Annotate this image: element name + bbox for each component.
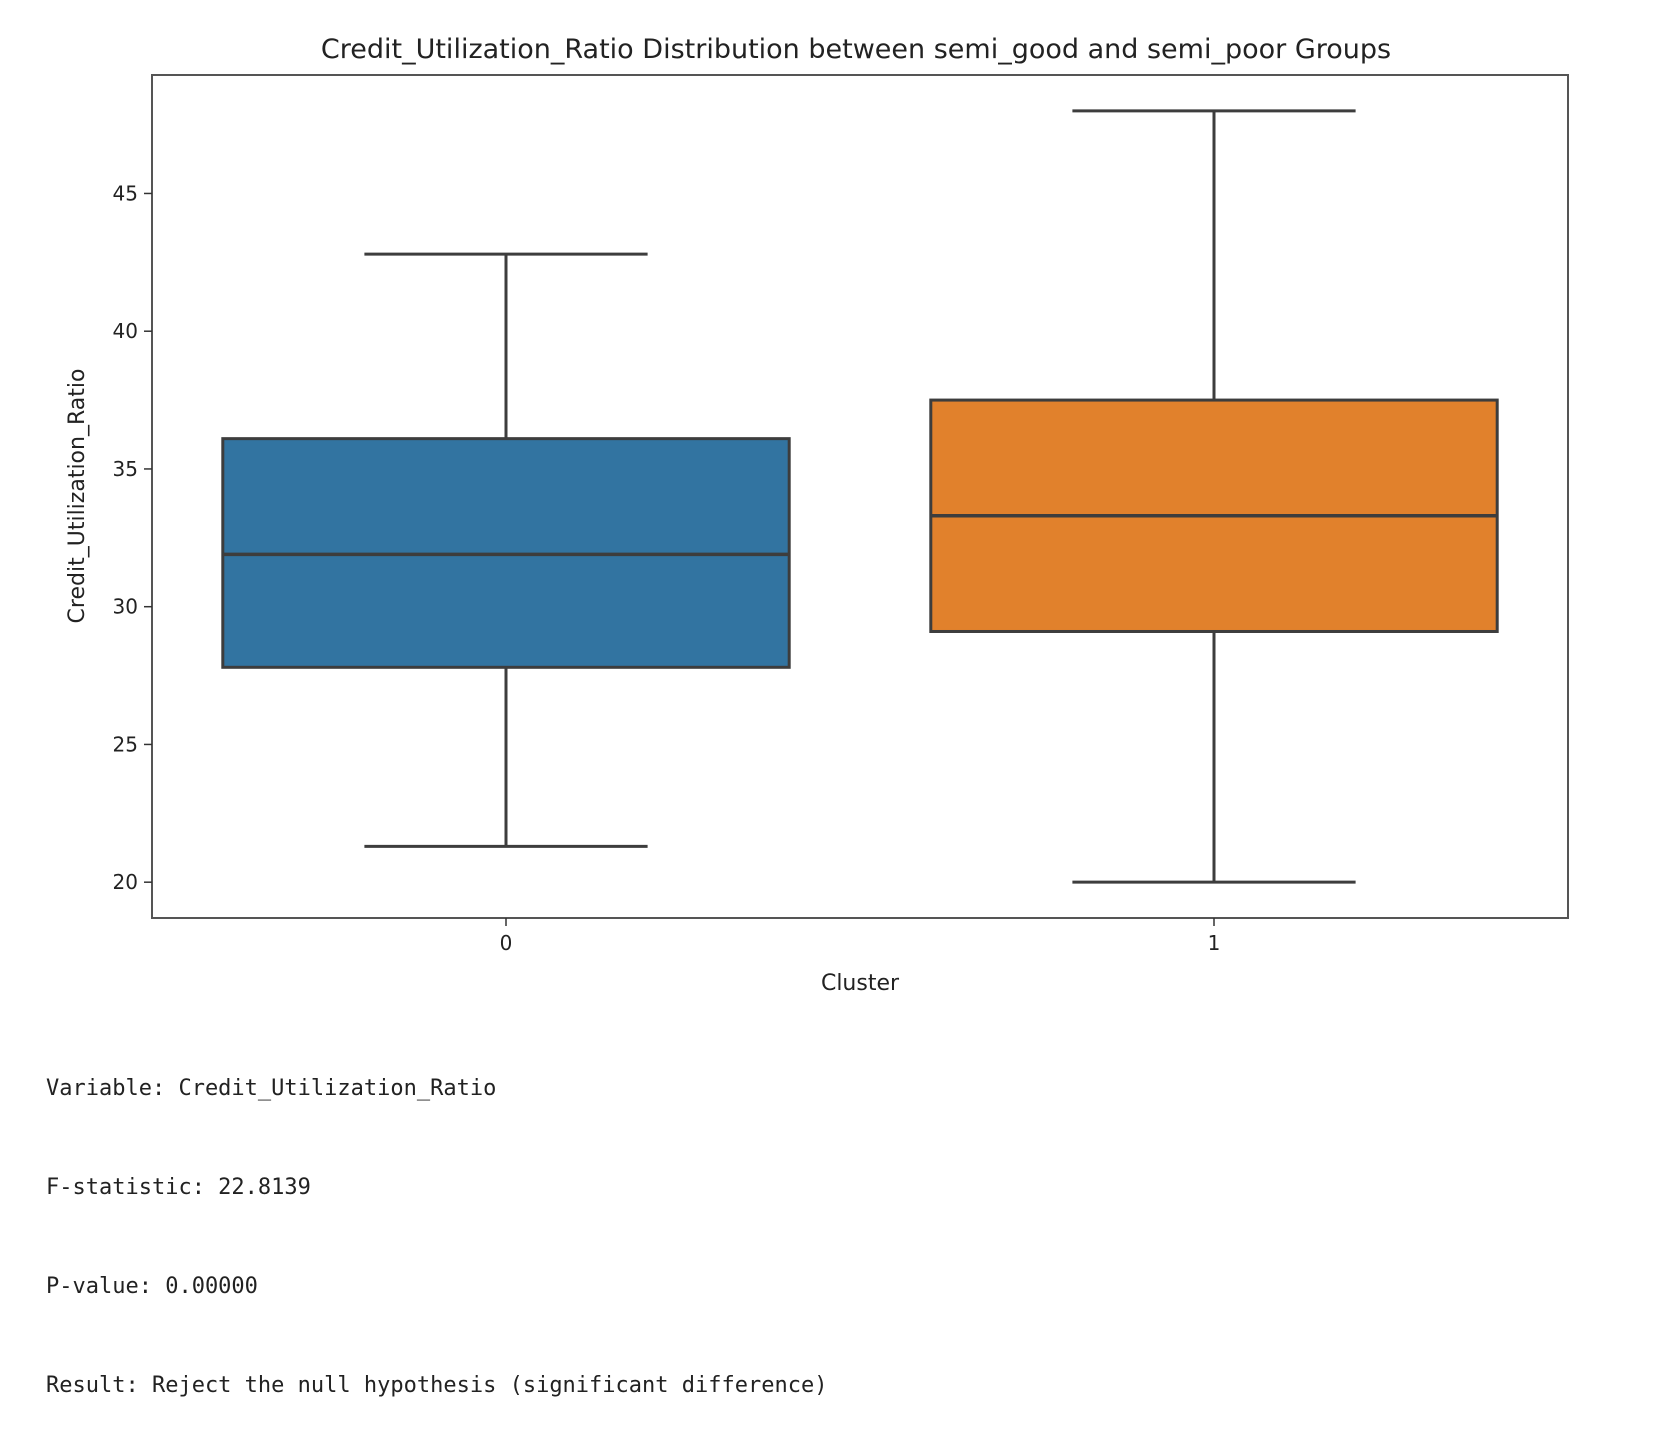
x-tick-label: 0: [500, 931, 513, 955]
y-tick-label: 25: [113, 732, 138, 756]
y-tick-label: 35: [113, 457, 138, 481]
y-axis: 20 25 30 35 40 45: [113, 181, 152, 894]
stats-f-statistic: F-statistic: 22.8139: [46, 1175, 311, 1200]
y-tick-label: 45: [113, 181, 138, 205]
y-tick-label: 40: [113, 319, 138, 343]
box-group-cluster-0: [221, 252, 791, 848]
y-axis-label: Credit_Utilization_Ratio: [65, 369, 90, 624]
anova-results: Variable: Credit_Utilization_Ratio F-sta…: [46, 1006, 827, 1435]
y-tick-label: 30: [113, 595, 138, 619]
stats-p-value: P-value: 0.00000: [46, 1274, 258, 1299]
stats-variable: Variable: Credit_Utilization_Ratio: [46, 1076, 497, 1101]
box-series: [221, 109, 1499, 884]
y-tick-label: 20: [113, 870, 138, 894]
box-group-cluster-1: [929, 109, 1499, 884]
stats-result: Result: Reject the null hypothesis (sign…: [46, 1373, 828, 1398]
x-tick-label: 1: [1208, 931, 1221, 955]
chart-title: Credit_Utilization_Ratio Distribution be…: [321, 34, 1391, 65]
box-plot-chart: Credit_Utilization_Ratio Distribution be…: [65, 34, 1569, 996]
x-axis-label: Cluster: [821, 971, 900, 996]
plot-area-frame: [151, 74, 1569, 919]
